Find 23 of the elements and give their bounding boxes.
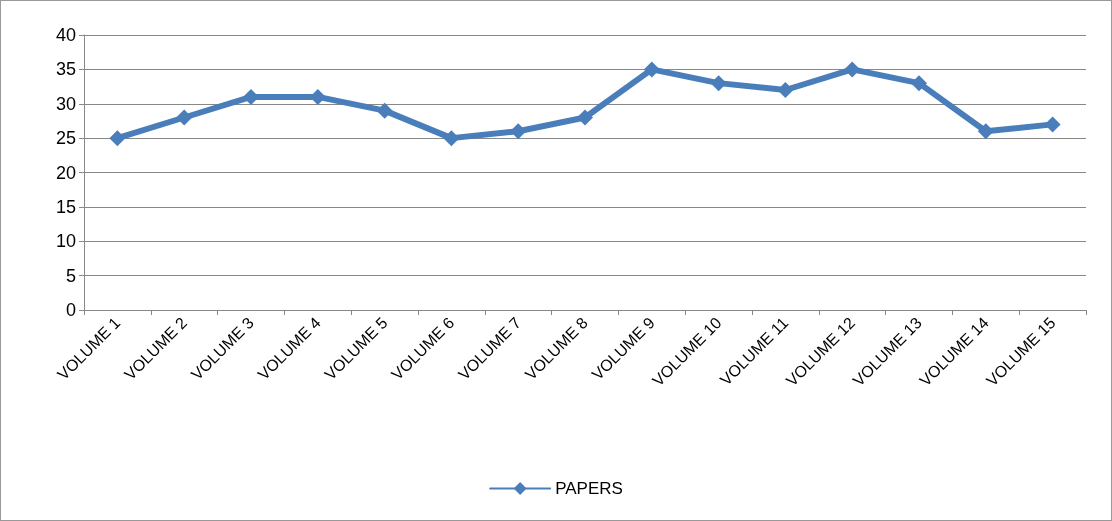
point — [844, 61, 861, 78]
point — [777, 82, 794, 98]
point — [911, 75, 927, 92]
y-tick-label: 40 — [55, 25, 76, 45]
point — [977, 123, 994, 140]
point — [643, 61, 660, 78]
point — [109, 130, 126, 147]
point — [577, 109, 593, 126]
point — [510, 123, 527, 140]
point — [1044, 116, 1061, 133]
y-tick-label: 25 — [55, 128, 76, 149]
point — [443, 130, 460, 147]
y-tick-label: 20 — [55, 162, 76, 183]
point — [376, 102, 393, 119]
point — [176, 109, 193, 126]
y-tick-label: 30 — [55, 93, 76, 114]
y-tick-label: 10 — [55, 231, 76, 252]
y-tick-label: 35 — [55, 59, 76, 80]
y-tick-label: 0 — [65, 300, 76, 320]
y-tick-label: 15 — [55, 196, 76, 217]
y-tick-label: 5 — [65, 265, 76, 286]
point — [710, 75, 727, 92]
legend-label: PAPERS — [555, 479, 623, 498]
